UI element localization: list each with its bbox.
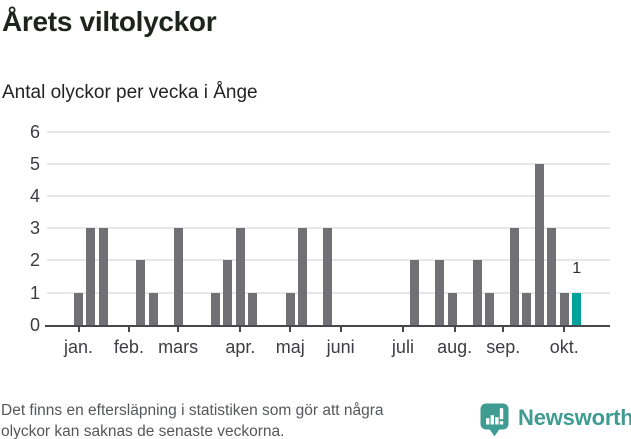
month-tick-juli (401, 327, 404, 333)
bar-week-19 (298, 228, 308, 325)
month-tick-okt (563, 327, 566, 333)
month-label-juni: juni (326, 336, 355, 357)
bar-week-34 (485, 292, 494, 325)
bar-week-39 (547, 228, 557, 325)
y-axis-label-2: 2 (29, 250, 40, 271)
footnote-line2: olyckor kan saknas de senaste veckorna. (1, 423, 285, 439)
y-axis-label-3: 3 (29, 218, 40, 239)
bar-week-2 (86, 228, 96, 325)
x-axis-line (45, 324, 610, 328)
bar-week-40 (559, 292, 569, 325)
footnote-line1: Det finns en eftersläpning i statistiken… (1, 402, 384, 419)
logo-exclamation-dot (499, 421, 504, 425)
month-label-feb: feb. (113, 336, 144, 357)
bar-week-31 (447, 292, 457, 325)
bar-week-1 (74, 292, 83, 325)
month-tick-maj (289, 327, 292, 333)
month-label-sep: sep. (486, 336, 521, 357)
month-label-aug: aug. (437, 336, 473, 357)
month-label-maj: maj (275, 336, 305, 357)
month-label-okt: okt. (549, 336, 579, 357)
bar-week-21 (323, 228, 333, 325)
logo-bar-medium (490, 415, 494, 425)
logo-exclamation-stem (499, 408, 504, 420)
month-tick-juni (339, 327, 342, 333)
gridline-y6 (47, 130, 610, 133)
footnote: Det finns en eftersläpning i statistiken… (1, 400, 384, 439)
bar-week-3 (98, 228, 108, 325)
bar-week-6 (136, 260, 146, 325)
y-axis-label-6: 6 (29, 121, 40, 142)
month-label-jan: jan. (63, 336, 94, 357)
month-tick-mars (177, 327, 180, 333)
speech-bubble-shape (480, 403, 509, 437)
month-tick-apr (239, 327, 242, 333)
bar-week-13 (223, 260, 233, 325)
last-bar-value-label: 1 (572, 259, 582, 277)
month-label-apr: apr. (225, 336, 256, 357)
bar-week-18 (285, 292, 295, 325)
gridline-y5 (47, 162, 610, 165)
month-label-mars: mars (158, 336, 199, 357)
y-axis-label-5: 5 (29, 153, 40, 174)
month-tick-sep (502, 327, 505, 333)
bar-week-38 (534, 163, 544, 325)
y-axis-label-1: 1 (29, 282, 40, 303)
bar-week-9 (173, 228, 183, 325)
bar-week-7 (148, 292, 158, 325)
y-axis-label-0: 0 (29, 314, 40, 335)
month-tick-jan (77, 327, 80, 333)
chart-title: Årets viltolyckor (2, 6, 217, 37)
newsworthy-logo: Newsworthy (480, 403, 631, 437)
bar-week-14 (235, 228, 245, 325)
bar-week-30 (435, 260, 445, 325)
bar-week-33 (472, 260, 482, 325)
newsworthy-bubble-chart-icon (480, 403, 509, 437)
y-axis-label-4: 4 (29, 186, 40, 206)
bar-week-41 (572, 292, 582, 325)
month-label-juli: juli (391, 336, 414, 357)
gridline-y4 (47, 195, 610, 197)
bar-week-37 (522, 292, 532, 325)
bar-week-28 (410, 260, 420, 325)
logo-bar-tall (495, 417, 499, 425)
bar-week-36 (509, 228, 519, 325)
newsworthy-wordmark: Newsworthy (518, 405, 631, 430)
bar-week-15 (248, 292, 258, 325)
bar-week-12 (211, 292, 220, 325)
month-tick-aug (453, 327, 456, 333)
chart-subtitle: Antal olyckor per vecka i Ånge (2, 82, 258, 103)
logo-bar-small (486, 418, 490, 425)
month-tick-feb (127, 327, 130, 333)
